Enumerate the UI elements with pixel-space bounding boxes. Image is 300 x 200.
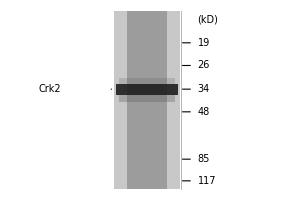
- Text: 34: 34: [198, 84, 210, 94]
- Text: 48: 48: [198, 107, 210, 117]
- FancyBboxPatch shape: [128, 11, 167, 189]
- FancyBboxPatch shape: [119, 95, 175, 102]
- FancyBboxPatch shape: [119, 78, 175, 84]
- Text: (kD): (kD): [198, 14, 218, 24]
- Text: 85: 85: [198, 154, 210, 164]
- Text: 117: 117: [198, 176, 216, 186]
- Text: Crk2: Crk2: [38, 84, 61, 94]
- FancyBboxPatch shape: [116, 84, 178, 95]
- Text: 26: 26: [198, 60, 210, 70]
- Text: 19: 19: [198, 38, 210, 48]
- FancyBboxPatch shape: [114, 11, 180, 189]
